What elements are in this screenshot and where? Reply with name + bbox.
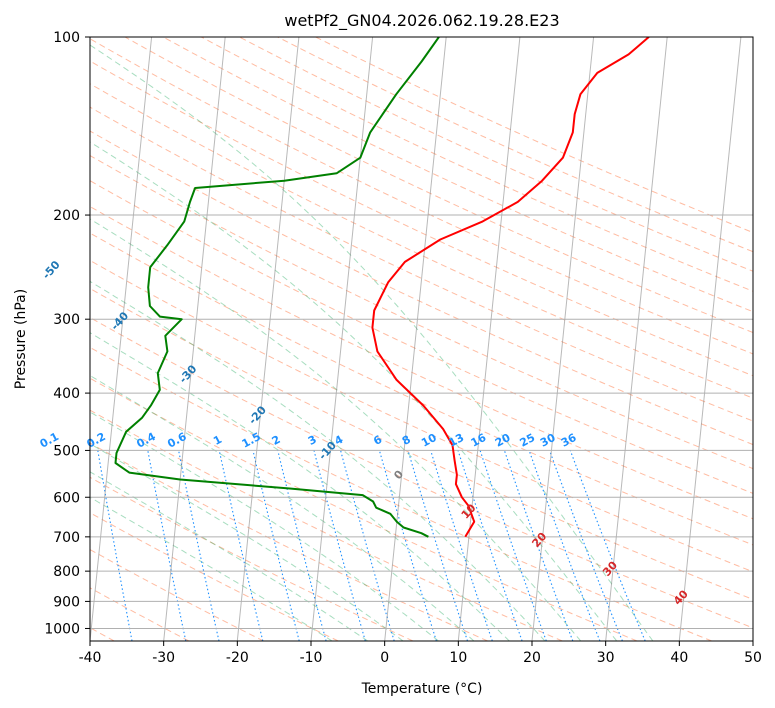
x-tick-label: -10 — [300, 650, 323, 666]
moist-adiabat — [90, 280, 546, 641]
x-axis-title: Temperature (°C) — [361, 681, 483, 697]
mixing-ratio-label: 16 — [469, 431, 489, 450]
moist-adiabat — [90, 411, 439, 641]
dry-adiabat — [90, 38, 753, 355]
mixing-ratio-label: 20 — [493, 431, 513, 450]
dry-adiabat — [90, 287, 753, 600]
mixing-ratio-line — [407, 450, 469, 641]
x-axis-ticks: -40 -30 -20 -10 0 10 20 30 40 50 — [79, 641, 762, 666]
y-tick-label: 900 — [53, 594, 80, 610]
dry-adiabat — [90, 60, 753, 377]
isotherm — [605, 37, 668, 641]
mixing-ratio-line — [252, 450, 300, 641]
x-tick-label: 20 — [523, 650, 541, 666]
dry-adiabat — [90, 106, 753, 422]
dewpoint-profile — [114, 37, 440, 538]
x-tick-label: -40 — [79, 650, 102, 666]
isotherm — [531, 37, 595, 641]
mixing-ratio-line — [340, 450, 395, 641]
chart-title: wetPf2_GN04.2026.062.19.28.E23 — [284, 11, 559, 31]
isotherm — [457, 37, 521, 641]
y-tick-label: 200 — [53, 208, 80, 224]
dry-adiabat — [90, 377, 638, 641]
mixing-ratio-line — [313, 450, 366, 641]
y-tick-label: 800 — [53, 564, 80, 580]
x-tick-label: 0 — [380, 650, 389, 666]
moist-adiabat — [90, 44, 654, 641]
dry-adiabat — [90, 83, 753, 399]
mixing-ratio-line — [503, 450, 574, 641]
isotherm — [678, 37, 742, 641]
y-tick-label: 400 — [53, 386, 80, 402]
dry-adiabat — [90, 180, 753, 494]
dry-adiabat — [90, 130, 753, 446]
mixing-ratio-label: 36 — [559, 431, 579, 450]
plot-frame — [89, 36, 754, 642]
x-tick-label: 50 — [744, 650, 762, 666]
y-axis-title: Pressure (hPa) — [13, 289, 29, 389]
dry-adiabat — [90, 409, 563, 641]
pressure-grid — [90, 37, 753, 629]
y-tick-label: 600 — [53, 490, 80, 506]
mixing-ratio-label: 25 — [518, 431, 538, 450]
y-tick-label: 700 — [53, 530, 80, 546]
dry-adiabat — [90, 512, 339, 641]
mixing-ratio-line — [378, 450, 437, 641]
mixing-ratio-line — [430, 450, 493, 641]
y-tick-label: 100 — [53, 30, 80, 46]
dry-adiabat — [90, 259, 753, 573]
isotherm — [384, 37, 447, 641]
x-tick-label: 40 — [670, 650, 688, 666]
dry-adiabat — [277, 37, 753, 253]
moist-adiabat — [90, 332, 510, 641]
dry-adiabat — [90, 232, 753, 546]
y-tick-label: 500 — [53, 443, 80, 459]
mixing-ratio-line — [479, 450, 547, 641]
dry-adiabat — [90, 316, 753, 629]
y-axis-ticks: 1000 900 800 700 600 500 400 300 200 100 — [44, 30, 90, 637]
sounding-profiles — [114, 37, 650, 538]
mixing-ratio-line — [97, 450, 133, 641]
mixing-ratio-label: 10 — [419, 431, 439, 450]
mixing-ratio-line — [178, 450, 220, 641]
moist-adiabat — [90, 218, 582, 641]
x-tick-label: 10 — [449, 650, 467, 666]
background-lines — [90, 37, 753, 641]
isotherm — [236, 37, 300, 641]
isotherm — [163, 37, 226, 641]
mixing-ratio-line — [277, 450, 327, 641]
x-tick-label: -30 — [152, 650, 175, 666]
mixing-ratio-line — [457, 450, 523, 641]
dry-adiabat — [315, 37, 753, 234]
x-tick-label: 30 — [597, 650, 615, 666]
mixing-ratio-line — [147, 450, 187, 641]
isotherm — [90, 37, 153, 641]
mixing-ratio-line — [218, 450, 264, 641]
x-tick-label: -20 — [226, 650, 249, 666]
mixing-ratio-label: 13 — [447, 431, 467, 450]
y-tick-label: 1000 — [44, 621, 80, 637]
mixing-ratio-label: 30 — [538, 431, 558, 450]
isotherm — [310, 37, 374, 641]
y-tick-label: 300 — [53, 312, 80, 328]
moist-adiabat — [90, 443, 404, 641]
dry-adiabat — [90, 154, 753, 470]
temperature-profile — [371, 37, 650, 538]
